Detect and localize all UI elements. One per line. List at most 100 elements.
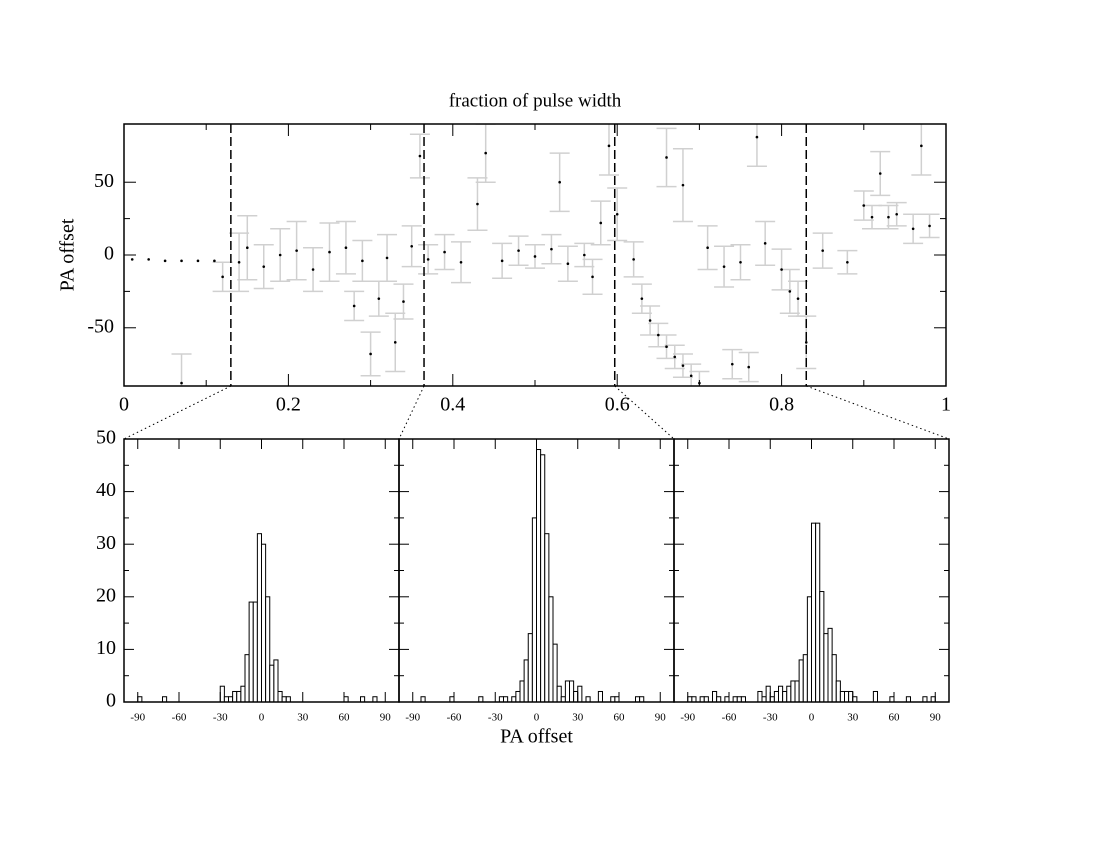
histogram-bar	[740, 696, 746, 703]
x-tick-label: 0	[119, 394, 129, 416]
x-tick-label: -90	[130, 712, 145, 724]
x-tick-label: 0.2	[276, 394, 301, 416]
histogram-bar	[635, 696, 641, 703]
histogram-bar	[240, 685, 246, 703]
point	[180, 259, 183, 263]
histogram-bar	[360, 696, 366, 703]
histogram-bar	[790, 680, 796, 703]
histogram-bar	[703, 696, 709, 703]
histogram-bar	[577, 685, 583, 703]
point	[706, 246, 709, 250]
point	[550, 247, 553, 251]
histogram-bar	[724, 696, 730, 703]
point	[196, 259, 200, 263]
point	[246, 246, 249, 250]
histogram-bar	[765, 685, 771, 703]
point	[689, 374, 693, 378]
histogram-bar	[802, 654, 808, 703]
histogram-bar	[285, 696, 291, 703]
histogram-bar	[699, 696, 705, 703]
histogram-bar	[223, 696, 229, 703]
point	[673, 355, 677, 359]
point	[739, 260, 742, 264]
histogram-bar	[930, 696, 936, 703]
histogram-bar	[162, 696, 168, 703]
x-tick-label: 0	[259, 712, 265, 724]
x-tick-label: -60	[172, 712, 187, 724]
point	[352, 304, 356, 308]
histogram-bar	[712, 690, 718, 703]
histogram-bar	[544, 533, 550, 703]
x-tick-label: 1	[941, 394, 951, 416]
y-tick-label: 40	[96, 479, 116, 501]
histogram-bar	[839, 690, 845, 703]
histogram-bar	[773, 690, 779, 703]
point	[878, 172, 882, 175]
point	[665, 156, 668, 159]
point	[607, 144, 611, 148]
point	[147, 258, 150, 261]
histogram-bar	[252, 601, 258, 703]
point	[648, 319, 652, 322]
point	[311, 268, 315, 271]
chart-title: fraction of pulse width	[449, 90, 622, 111]
point	[928, 224, 931, 228]
connector	[398, 385, 425, 440]
histogram-bar	[277, 690, 283, 703]
histogram-bar	[281, 696, 287, 703]
point	[763, 242, 767, 245]
x-tick-label: 0.4	[440, 394, 465, 416]
y-tick-label: 30	[96, 532, 116, 554]
histogram-bar	[844, 690, 850, 703]
histogram-bar	[273, 659, 279, 703]
point	[163, 259, 167, 263]
histogram-bar	[782, 690, 788, 703]
point	[755, 135, 759, 139]
point	[410, 244, 414, 248]
histogram-bar	[736, 696, 742, 703]
point	[426, 258, 430, 261]
y-tick-label: -50	[87, 315, 114, 337]
histogram-bar	[372, 696, 378, 703]
histogram-bar	[519, 680, 525, 703]
histogram-bar	[560, 696, 566, 703]
histogram-bar	[137, 696, 143, 703]
connector	[806, 385, 950, 440]
connector	[123, 385, 232, 440]
point	[476, 202, 479, 206]
histogram-bar	[732, 696, 738, 703]
histogram-bar	[515, 690, 521, 703]
point	[500, 259, 504, 263]
x-tick-label: 60	[339, 712, 351, 724]
histogram-bar	[219, 685, 225, 703]
histogram-bar	[757, 690, 763, 703]
x-tick-label: 90	[655, 712, 667, 724]
y-tick-label: 0	[106, 690, 116, 712]
histogram-bar	[232, 690, 238, 703]
point	[328, 250, 331, 254]
point	[657, 333, 660, 337]
y-axis-label: PA offset	[57, 218, 79, 291]
histogram-bar	[548, 596, 554, 703]
histogram-bar	[610, 696, 616, 703]
x-tick-label: -60	[447, 712, 462, 724]
histogram-bar	[794, 680, 800, 703]
y-tick-label: 0	[104, 243, 114, 265]
x-axis-label: PA offset	[500, 726, 573, 748]
histogram-bar	[573, 690, 579, 703]
x-tick-label: 0	[534, 712, 540, 724]
point	[846, 260, 849, 264]
histogram-bar	[256, 533, 262, 703]
histogram-bar	[597, 690, 603, 703]
x-tick-label: 30	[572, 712, 584, 724]
point	[459, 260, 463, 264]
point	[418, 154, 422, 158]
point	[221, 275, 224, 279]
histogram-bar	[691, 696, 697, 703]
histogram-bar	[420, 696, 426, 703]
y-tick-label: 20	[96, 584, 116, 606]
histogram-bar	[248, 601, 254, 703]
histogram-bar	[852, 696, 858, 703]
